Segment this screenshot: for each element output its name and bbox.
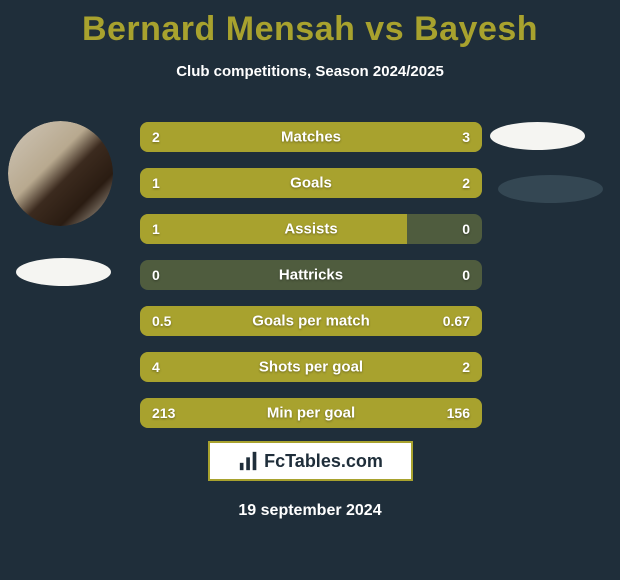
stat-value-right: 0 [462,221,470,237]
stat-bars: 2 Matches 3 1 Goals 2 1 Assists 0 0 Hattricks 0 0.5 G… [140,122,482,428]
stat-value-right: 0.67 [443,313,470,329]
stat-value-left: 1 [152,221,160,237]
stat-row: 1 Assists 0 [140,214,482,244]
stat-value-left: 213 [152,405,175,421]
ellipse-0 [16,258,111,286]
stat-value-left: 2 [152,129,160,145]
subtitle: Club competitions, Season 2024/2025 [0,63,620,80]
stat-row: 2 Matches 3 [140,122,482,152]
stat-value-left: 4 [152,359,160,375]
logo-box[interactable]: FcTables.com [208,441,413,481]
stat-value-right: 2 [462,359,470,375]
stat-label: Goals [290,175,332,192]
stat-value-right: 0 [462,267,470,283]
bar-fill-left [140,214,407,244]
vs-text: vs [365,10,404,48]
player1-avatar-placeholder [8,121,113,226]
ellipse-2 [498,175,603,203]
stat-label: Goals per match [252,313,370,330]
stat-label: Assists [284,221,337,238]
player1-name: Bernard Mensah [82,10,355,48]
ellipse-1 [490,122,585,150]
stat-value-right: 3 [462,129,470,145]
stat-row: 213 Min per goal 156 [140,398,482,428]
stat-label: Min per goal [267,405,355,422]
player1-avatar [8,121,113,226]
bar-chart-icon [238,450,260,472]
stat-row: 0.5 Goals per match 0.67 [140,306,482,336]
stat-label: Shots per goal [259,359,363,376]
stat-row: 0 Hattricks 0 [140,260,482,290]
stat-value-left: 1 [152,175,160,191]
title: Bernard Mensah vs Bayesh [0,0,620,49]
stat-row: 1 Goals 2 [140,168,482,198]
bar-fill-left [140,122,277,152]
stat-label: Matches [281,129,341,146]
logo-text: FcTables.com [264,451,383,472]
stat-value-right: 156 [447,405,470,421]
date-text: 19 september 2024 [238,502,381,520]
stat-label: Hattricks [279,267,343,284]
stat-row: 4 Shots per goal 2 [140,352,482,382]
stat-value-left: 0 [152,267,160,283]
comparison-canvas: Bernard Mensah vs Bayesh Club competitio… [0,0,620,580]
player2-name: Bayesh [414,10,538,48]
stat-value-left: 0.5 [152,313,171,329]
bar-fill-right [253,168,482,198]
stat-value-right: 2 [462,175,470,191]
